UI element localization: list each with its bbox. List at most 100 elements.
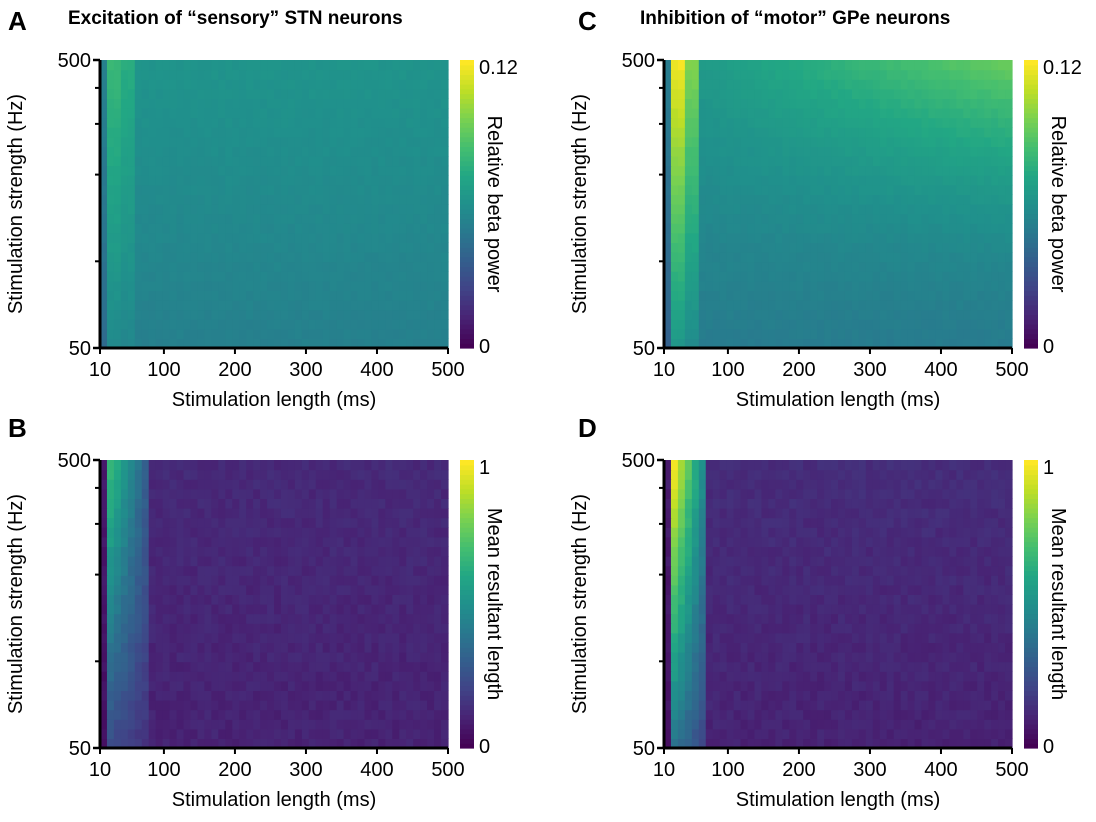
heatmap-cell	[914, 175, 923, 186]
heatmap-cell	[963, 60, 971, 71]
heatmap-cell	[343, 136, 352, 147]
heatmap-cell	[754, 184, 763, 195]
heatmap-cell	[155, 338, 164, 349]
heatmap-cell	[197, 136, 205, 147]
heatmap-cell	[246, 300, 254, 311]
heatmap-cell	[239, 98, 247, 109]
heatmap-cell	[294, 479, 303, 490]
heatmap-cell	[385, 652, 393, 663]
heatmap-cell	[169, 527, 178, 538]
heatmap-cell	[420, 642, 428, 653]
heatmap-cell	[176, 488, 185, 499]
heatmap-cell	[984, 738, 992, 749]
heatmap-cell	[239, 565, 247, 576]
heatmap-cell	[190, 252, 199, 263]
heatmap-cell	[698, 156, 707, 167]
heatmap-cell	[747, 242, 756, 253]
heatmap-cell	[148, 728, 157, 739]
heatmap-cell	[942, 204, 950, 215]
heatmap-cell	[705, 319, 714, 330]
x-axis-label: Stimulation length (ms)	[736, 389, 941, 411]
heatmap-cell	[434, 527, 442, 538]
heatmap-cell	[169, 175, 178, 186]
heatmap-cell	[984, 719, 992, 730]
heatmap-cell	[747, 127, 756, 138]
heatmap-cell	[322, 136, 331, 147]
heatmap-cell	[733, 204, 742, 215]
heatmap-cell	[113, 156, 122, 167]
heatmap-cell	[385, 232, 393, 243]
heatmap-cell	[726, 280, 735, 291]
heatmap-cell	[113, 623, 122, 634]
heatmap-cell	[684, 223, 693, 234]
heatmap-cell	[274, 319, 282, 330]
heatmap-cell	[204, 556, 212, 567]
heatmap-cell	[287, 546, 296, 557]
heatmap-cell	[810, 69, 818, 80]
heatmap-cell	[329, 108, 338, 119]
heatmap-cell	[914, 738, 923, 749]
colorbar-step	[460, 338, 474, 344]
heatmap-cell	[761, 146, 769, 157]
heatmap-cell	[413, 69, 421, 80]
heatmap-cell	[935, 728, 943, 739]
heatmap-cell	[705, 309, 714, 320]
heatmap-cell	[239, 156, 247, 167]
heatmap-cell	[246, 527, 254, 538]
heatmap-cell	[336, 194, 345, 205]
heatmap-cell	[441, 261, 449, 272]
heatmap-cell	[831, 309, 839, 320]
heatmap-cell	[162, 594, 171, 605]
heatmap-cell	[914, 252, 923, 263]
heatmap-cell	[900, 252, 909, 263]
heatmap-cell	[329, 328, 338, 339]
heatmap-cell	[803, 728, 811, 739]
heatmap-cell	[183, 175, 192, 186]
heatmap-cell	[921, 156, 930, 167]
heatmap-cell	[684, 117, 693, 128]
heatmap-cell	[204, 223, 212, 234]
heatmap-cell	[106, 680, 115, 691]
heatmap-cell	[747, 79, 756, 90]
heatmap-cell	[239, 460, 247, 471]
heatmap-cell	[796, 156, 804, 167]
heatmap-cell	[963, 338, 971, 349]
heatmap-cell	[155, 728, 164, 739]
heatmap-cell	[225, 184, 233, 195]
heatmap-cell	[308, 165, 317, 176]
heatmap-cell	[176, 232, 185, 243]
heatmap-cell	[900, 184, 909, 195]
heatmap-cell	[942, 156, 950, 167]
heatmap-cell	[336, 271, 345, 282]
heatmap-cell	[392, 175, 400, 186]
heatmap-cell	[712, 223, 721, 234]
heatmap-cell	[865, 242, 874, 253]
colorbar-step	[460, 117, 474, 123]
heatmap-cell	[691, 328, 700, 339]
heatmap-cell	[211, 88, 219, 99]
heatmap-cell	[872, 117, 881, 128]
heatmap-cell	[691, 117, 700, 128]
colorbar-step	[1024, 151, 1038, 157]
heatmap-cell	[998, 728, 1006, 739]
heatmap-cell	[169, 575, 178, 586]
heatmap-cell	[134, 584, 143, 595]
heatmap-cell	[162, 338, 171, 349]
heatmap-cell	[844, 79, 853, 90]
heatmap-cell	[211, 117, 219, 128]
heatmap-cell	[190, 517, 199, 528]
heatmap-cell	[155, 508, 164, 519]
heatmap-cell	[287, 575, 296, 586]
heatmap-cell	[134, 709, 143, 720]
heatmap-cell	[343, 556, 352, 567]
heatmap-cell	[670, 88, 679, 99]
heatmap-cell	[378, 117, 386, 128]
colorbar-step	[460, 218, 474, 224]
heatmap-cell	[824, 290, 832, 301]
heatmap-cell	[100, 252, 108, 263]
heatmap-cell	[294, 508, 303, 519]
heatmap-cell	[225, 261, 233, 272]
heatmap-cell	[322, 69, 331, 80]
heatmap-cell	[664, 290, 672, 301]
colorbar-step	[1024, 237, 1038, 243]
